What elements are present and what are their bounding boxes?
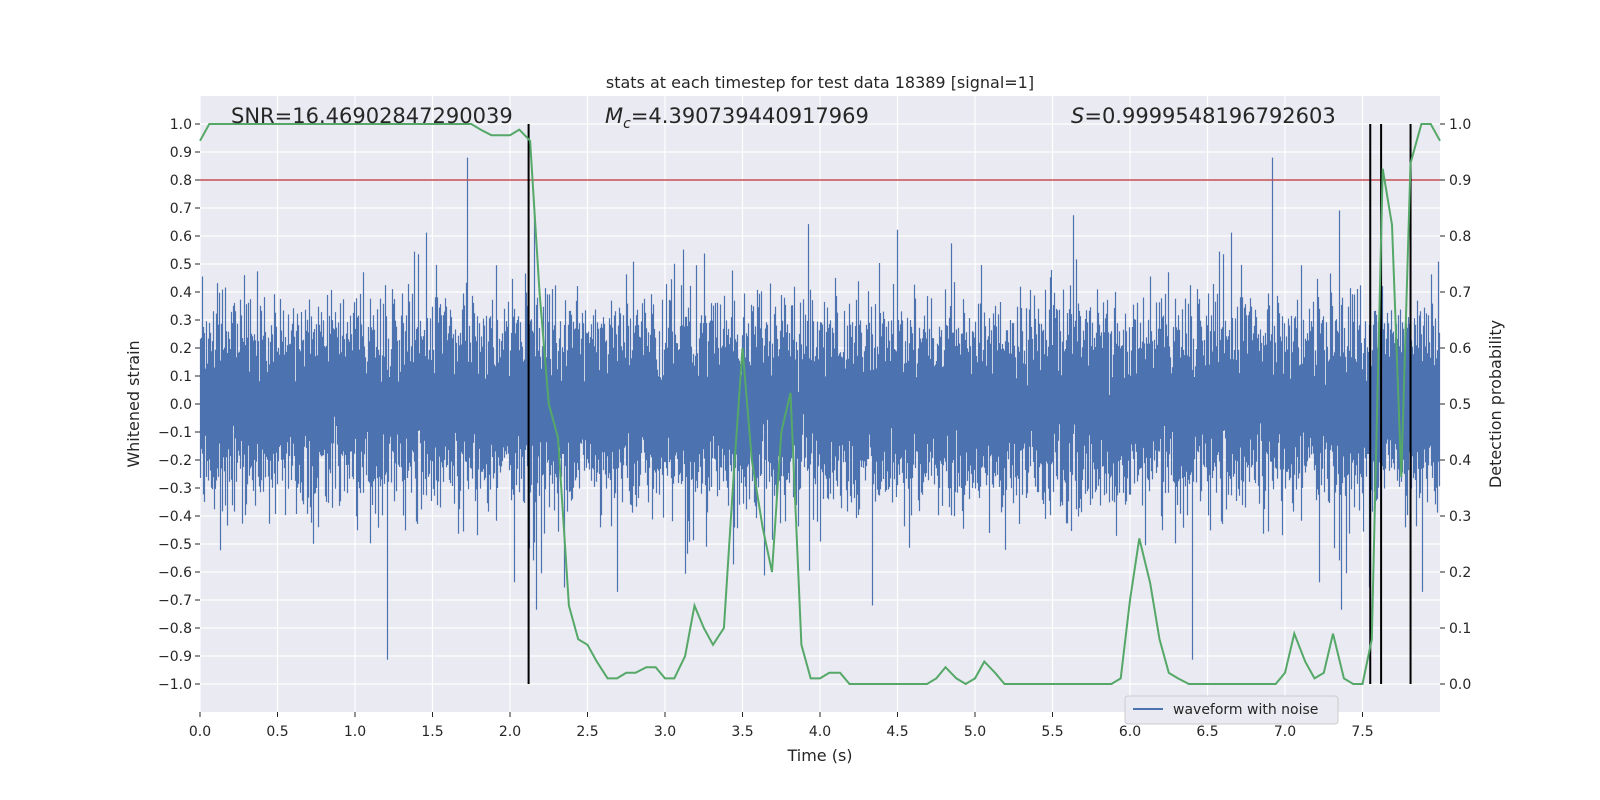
chart-title: stats at each timestep for test data 183… <box>606 73 1034 92</box>
legend-label: waveform with noise <box>1173 702 1318 718</box>
y-left-tick-label: 0.8 <box>170 173 192 189</box>
legend: waveform with noise <box>1124 695 1339 725</box>
mc-value: =4.390739440917969 <box>631 104 869 128</box>
y-right-tick-label: 0.3 <box>1449 509 1471 525</box>
y-right-tick-label: 0.1 <box>1449 621 1471 637</box>
probability-series <box>199 123 1441 686</box>
y-right-tick-label: 1.0 <box>1449 117 1471 133</box>
y-left-tick-label: −0.9 <box>158 649 192 665</box>
x-tick-label: 5.5 <box>1041 724 1063 740</box>
y-right-tick-label: 0.7 <box>1449 285 1471 301</box>
y-left-tick-label: −0.6 <box>158 565 192 581</box>
s-annotation: S=0.9999548196792603 <box>1071 104 1336 128</box>
x-tick-label: 2.0 <box>499 724 521 740</box>
y-left-tick-label: 0.1 <box>170 369 192 385</box>
x-axis-ticks: 0.0 0.5 1.0 1.5 2.0 2.5 3.0 3.5 4.0 4.5 5.0 5.5 6.0 6… <box>189 712 1374 740</box>
x-tick-label: 3.5 <box>731 724 753 740</box>
x-tick-label: 6.0 <box>1119 724 1141 740</box>
x-tick-label: 1.5 <box>421 724 443 740</box>
y-right-tick-label: 0.4 <box>1449 453 1471 469</box>
legend-box <box>1124 695 1339 725</box>
y-left-tick-label: 0.0 <box>170 397 192 413</box>
probability-line <box>199 123 1441 686</box>
x-tick-label: 7.0 <box>1274 724 1296 740</box>
y-left-tick-label: −0.3 <box>158 481 192 497</box>
y-right-tick-label: 0.6 <box>1449 341 1471 357</box>
y-left-tick-label: −0.8 <box>158 621 192 637</box>
x-tick-label: 3.0 <box>654 724 676 740</box>
mc-subscript: c <box>623 116 631 132</box>
mc-annotation: Mc=4.390739440917969 <box>605 104 869 132</box>
x-tick-label: 0.0 <box>189 724 211 740</box>
y-left-tick-label: −0.7 <box>158 593 192 609</box>
y-right-tick-label: 0.8 <box>1449 229 1471 245</box>
y-right-tick-label: 0.2 <box>1449 565 1471 581</box>
y-right-axis-ticks: 1.0 0.9 0.8 0.7 0.6 0.5 0.4 0.3 0.2 0.1 0.0 <box>1440 117 1471 693</box>
x-tick-label: 0.5 <box>266 724 288 740</box>
s-symbol: S <box>1071 104 1084 128</box>
y-left-tick-label: 0.7 <box>170 201 192 217</box>
snr-annotation: SNR=16.46902847290039 <box>231 104 513 128</box>
y-right-tick-label: 0.9 <box>1449 173 1471 189</box>
x-tick-label: 2.5 <box>576 724 598 740</box>
y-left-tick-label: 1.0 <box>170 117 192 133</box>
y-right-axis-label: Detection probability <box>1486 320 1505 488</box>
y-left-tick-label: −1.0 <box>158 677 192 693</box>
y-right-tick-label: 0.0 <box>1449 677 1471 693</box>
y-left-tick-label: 0.9 <box>170 145 192 161</box>
y-left-tick-label: −0.2 <box>158 453 192 469</box>
y-left-tick-label: −0.4 <box>158 509 192 525</box>
y-left-tick-label: 0.2 <box>170 341 192 357</box>
y-left-tick-label: 0.4 <box>170 285 192 301</box>
y-left-axis-label: Whitened strain <box>124 340 143 467</box>
y-left-tick-label: −0.5 <box>158 537 192 553</box>
vertical-markers <box>527 124 1412 684</box>
waveform-series <box>199 157 1441 660</box>
x-tick-label: 5.0 <box>964 724 986 740</box>
x-axis-label: Time (s) <box>786 746 852 765</box>
y-right-tick-label: 0.5 <box>1449 397 1471 413</box>
mc-symbol: M <box>605 104 623 128</box>
x-tick-label: 6.5 <box>1196 724 1218 740</box>
x-tick-label: 7.5 <box>1351 724 1373 740</box>
x-tick-label: 4.0 <box>809 724 831 740</box>
y-left-tick-label: 0.3 <box>170 313 192 329</box>
y-left-tick-label: 0.5 <box>170 257 192 273</box>
x-tick-label: 1.0 <box>344 724 366 740</box>
y-left-axis-ticks: 1.0 0.9 0.8 0.7 0.6 0.5 0.4 0.3 0.2 0.1 0.0 −0.1 −0.… <box>158 117 200 693</box>
waveform-line <box>199 157 1441 660</box>
s-value: =0.9999548196792603 <box>1084 104 1335 128</box>
y-left-tick-label: −0.1 <box>158 425 192 441</box>
x-tick-label: 4.5 <box>886 724 908 740</box>
y-left-tick-label: 0.6 <box>170 229 192 245</box>
